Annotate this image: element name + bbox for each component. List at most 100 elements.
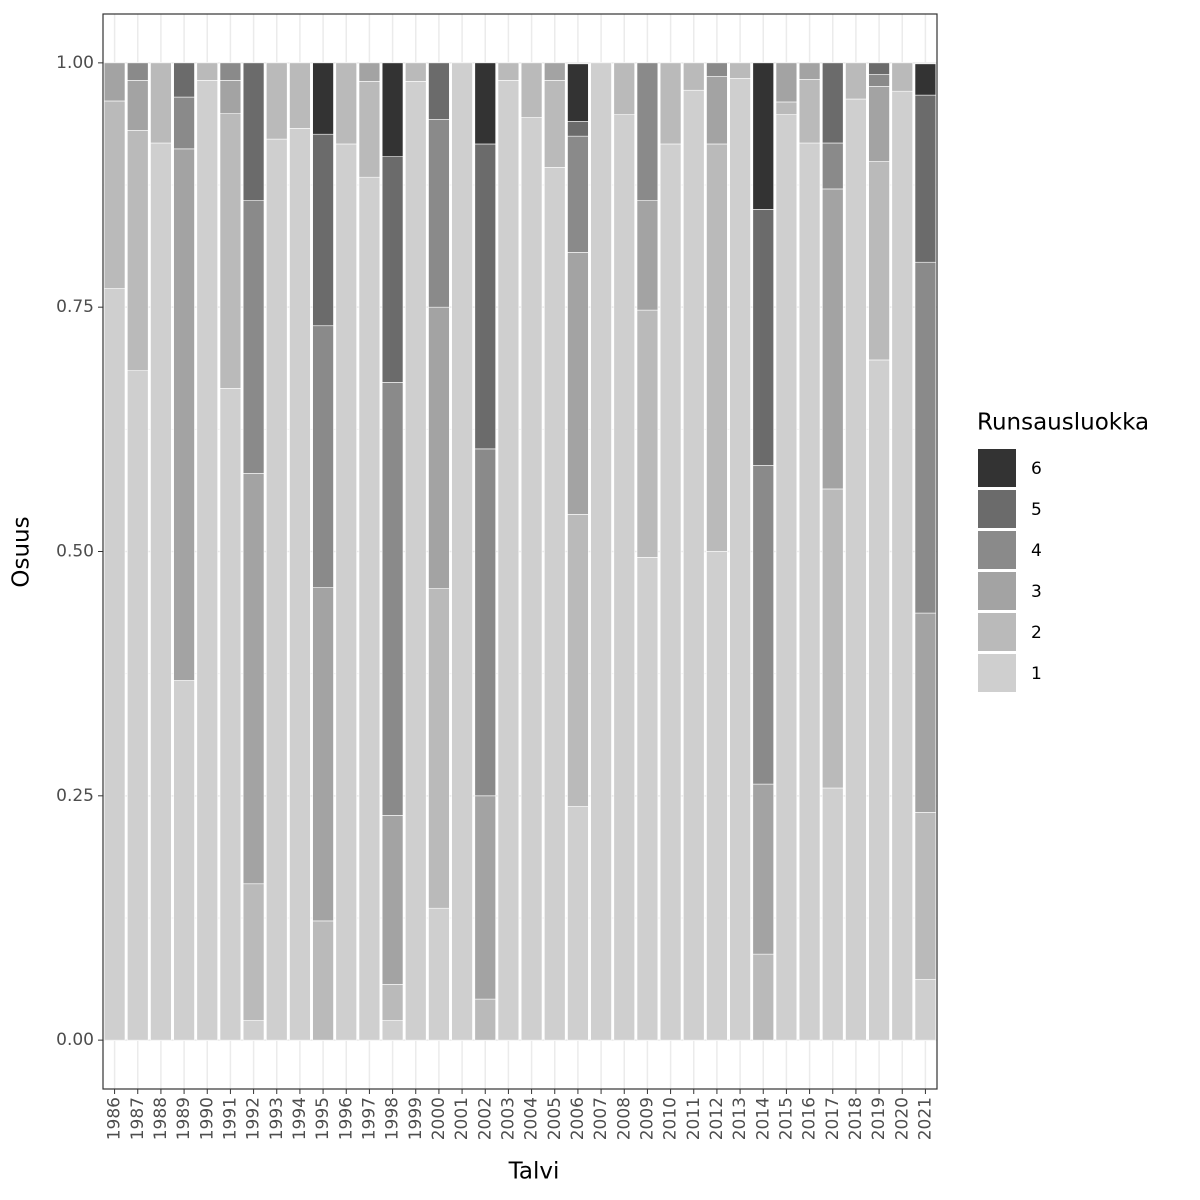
bar-segment: [520, 117, 543, 1041]
bar-segment: [544, 80, 566, 168]
x-tick-label: 2006: [568, 1097, 588, 1140]
x-tick-label: 1990: [197, 1097, 217, 1140]
bar-segment: [335, 143, 357, 1041]
legend-label: 5: [1031, 500, 1042, 520]
bar-segment: [381, 382, 404, 816]
bar-segment: [567, 252, 589, 515]
bar-segment: [868, 359, 890, 1041]
bar-segment: [266, 62, 288, 140]
bar-segment: [752, 465, 774, 785]
bar-segment: [312, 133, 334, 327]
bar-segment: [868, 74, 890, 87]
bar-segment: [798, 79, 821, 144]
bar-segment: [845, 62, 867, 100]
x-tick-label: 2009: [637, 1097, 657, 1140]
bar-segment: [242, 883, 265, 1021]
legend-title: Runsausluokka: [977, 410, 1149, 436]
x-tick-label: 1992: [244, 1097, 264, 1140]
bar-segment: [381, 156, 404, 383]
bar-segment: [196, 80, 218, 1041]
bar-segment: [544, 167, 566, 1041]
bar-segment: [775, 62, 798, 103]
bar-segment: [242, 1020, 265, 1041]
x-tick-label: 2007: [591, 1097, 611, 1140]
bar-segment: [196, 62, 218, 81]
legend-label: 4: [1031, 541, 1042, 561]
bar-segment: [242, 473, 265, 885]
bar-segment: [242, 62, 265, 201]
x-tick-label: 2014: [753, 1097, 773, 1140]
bar-segment: [891, 90, 913, 1041]
x-tick-label: 2016: [800, 1097, 820, 1140]
bar-segment: [775, 114, 798, 1041]
bar-segment: [428, 62, 450, 120]
bar-segment: [474, 795, 496, 1000]
y-tick-label: 1.00: [56, 53, 94, 73]
bar-segment: [798, 142, 821, 1041]
bar-segment: [822, 142, 844, 190]
bar-segment: [173, 96, 195, 150]
bar-segment: [219, 387, 242, 1041]
bar-segment: [706, 62, 728, 77]
bar-segment: [219, 80, 242, 114]
bar-segment: [845, 98, 867, 1041]
x-tick-label: 1987: [128, 1097, 148, 1140]
legend-label: 1: [1031, 664, 1042, 684]
bar-segment: [150, 142, 172, 1041]
bar-segment: [729, 78, 751, 1041]
y-axis-title: Osuus: [9, 516, 35, 587]
bar-segment: [822, 787, 844, 1041]
bar-segment: [636, 200, 659, 311]
bar-segment: [451, 62, 473, 1041]
x-tick-label: 1986: [105, 1097, 125, 1140]
bar-segment: [567, 121, 589, 137]
bar-segment: [219, 113, 242, 389]
bar-segment: [752, 783, 774, 955]
bar-segment: [428, 306, 450, 589]
bar-segment: [312, 62, 334, 135]
bar-segment: [173, 62, 195, 98]
bar-segment: [289, 62, 311, 129]
bar-segment: [914, 63, 937, 96]
bar-segment: [822, 188, 844, 490]
bar-segment: [266, 138, 288, 1041]
bar-segment: [613, 114, 635, 1041]
bar-segment: [798, 62, 821, 80]
bar-segment: [405, 81, 427, 1041]
bar-segment: [127, 370, 149, 1041]
bar-segment: [381, 984, 404, 1021]
bar-segment: [567, 135, 589, 253]
x-tick-label: 2011: [684, 1097, 704, 1140]
x-tick-label: 1996: [336, 1097, 356, 1140]
bar-segment: [914, 261, 937, 614]
legend-label: 3: [1031, 582, 1042, 602]
x-tick-label: 1988: [151, 1097, 171, 1140]
bar-segment: [636, 309, 659, 558]
x-tick-label: 2008: [614, 1097, 634, 1140]
bar-segment: [173, 148, 195, 681]
bar-segment: [544, 62, 566, 81]
bar-segment: [103, 288, 126, 1041]
bar-segment: [312, 920, 334, 1041]
bar-segment: [822, 488, 844, 789]
bar-segment: [706, 76, 728, 145]
legend-key: [978, 531, 1016, 569]
legend-key: [978, 490, 1016, 528]
bar-segment: [613, 62, 635, 115]
panel-border: [102, 13, 938, 1090]
bar-segment: [381, 1020, 404, 1041]
bar-segment: [358, 176, 381, 1041]
bar-segment: [335, 62, 357, 145]
bar-segment: [474, 143, 496, 450]
bar-segment: [150, 62, 172, 144]
bar-segment: [428, 119, 450, 308]
bar-segment: [173, 680, 195, 1041]
x-tick-label: 1997: [359, 1097, 379, 1140]
legend-key: [978, 613, 1016, 651]
bar-segment: [775, 101, 798, 115]
x-tick-label: 2010: [661, 1097, 681, 1140]
bar-segment: [868, 86, 890, 162]
bar-segment: [242, 200, 265, 474]
bar-segment: [914, 612, 937, 813]
x-tick-label: 2001: [452, 1097, 472, 1140]
